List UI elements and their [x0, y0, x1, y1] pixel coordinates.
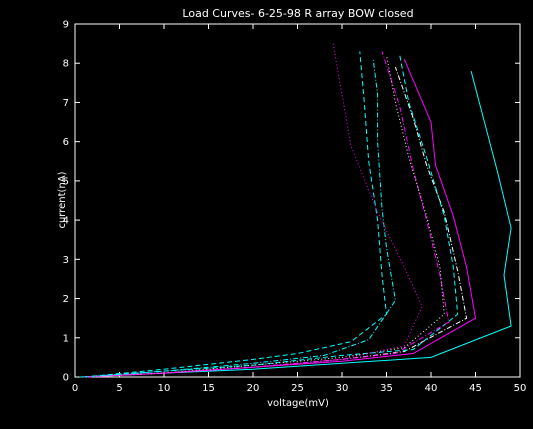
series-line [83, 51, 388, 378]
y-tick-label: 2 [63, 294, 69, 305]
x-tick-label: 0 [72, 383, 78, 394]
x-tick-label: 15 [202, 383, 215, 394]
x-tick-label: 35 [380, 383, 393, 394]
x-tick-label: 20 [247, 383, 260, 394]
y-tick-label: 6 [63, 137, 69, 148]
series-line [83, 59, 396, 378]
y-tick-label: 8 [63, 59, 69, 70]
y-tick-label: 4 [63, 216, 69, 227]
y-tick-label: 5 [63, 176, 69, 187]
chart-title: Load Curves- 6-25-98 R array BOW closed [182, 7, 413, 20]
y-tick-label: 9 [63, 20, 69, 31]
series-line [83, 59, 477, 378]
series-line [79, 70, 512, 378]
series-layer [79, 43, 512, 378]
plot-frame [74, 23, 521, 378]
y-axis-label: current(nA) [57, 171, 68, 228]
series-line [83, 55, 445, 378]
series-line [83, 51, 450, 378]
x-tick-label: 30 [336, 383, 349, 394]
x-tick-label: 5 [116, 383, 122, 394]
y-tick-label: 0 [63, 373, 69, 384]
series-line [83, 55, 459, 378]
x-tick-label: 50 [514, 383, 527, 394]
x-tick-label: 40 [425, 383, 438, 394]
series-line [83, 66, 468, 378]
x-axis-label: voltage(mV) [267, 398, 329, 409]
x-tick-label: 10 [158, 383, 171, 394]
y-tick-label: 3 [63, 255, 69, 266]
x-tick-label: 25 [291, 383, 304, 394]
y-tick-label: 7 [63, 98, 69, 109]
x-tick-label: 45 [469, 383, 482, 394]
y-tick-label: 1 [63, 333, 69, 344]
series-line [83, 43, 423, 378]
